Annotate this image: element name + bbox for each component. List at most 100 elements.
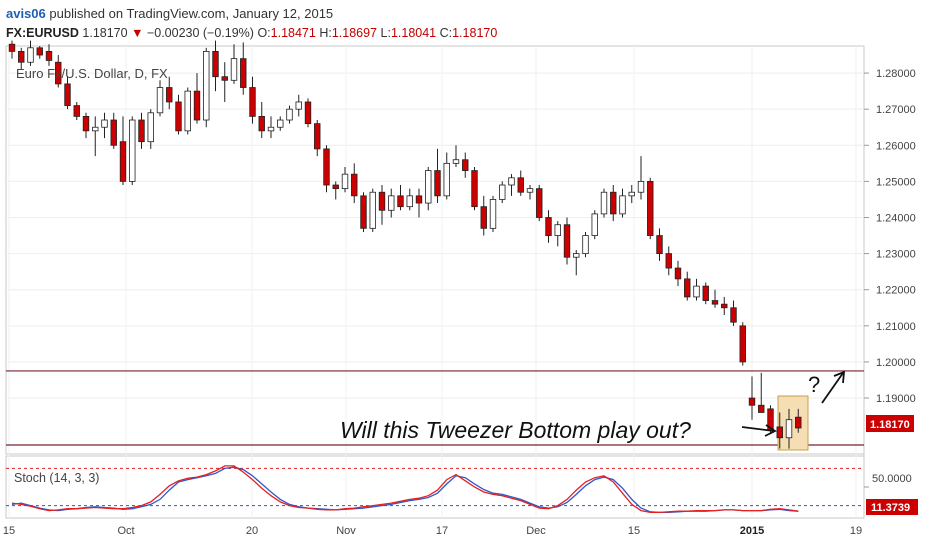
candle-body — [785, 419, 793, 439]
candle-body — [647, 180, 654, 236]
candle-body — [64, 83, 71, 106]
stoch-pane-title: Stoch (14, 3, 3) — [14, 471, 99, 485]
low-value: 1.18041 — [390, 26, 437, 40]
candle-body — [388, 195, 395, 211]
publish-header: avis06 published on TradingView.com, Jan… — [6, 6, 333, 21]
time-tick-label: Oct — [117, 525, 134, 537]
price-tick-label: 1.27000 — [876, 104, 916, 116]
candle-body — [82, 116, 90, 132]
candle-body — [8, 43, 16, 52]
close-label: C: — [439, 26, 453, 40]
candle-body — [332, 184, 339, 190]
candle-body — [758, 404, 765, 413]
candle-body — [739, 325, 746, 363]
time-tick-label: Nov — [336, 525, 356, 537]
candle-body — [434, 170, 441, 197]
candle-body — [554, 224, 561, 236]
annotation-text: Will this Tweezer Bottom play out? — [340, 417, 691, 443]
time-tick-label: 20 — [246, 525, 258, 537]
price-tick-label: 1.20000 — [876, 357, 916, 369]
author-link[interactable]: avis06 — [6, 6, 46, 21]
candle-body — [166, 87, 173, 103]
up-arrow — [821, 372, 844, 404]
annotation-arrow-head — [764, 424, 777, 437]
candle-body — [776, 426, 783, 439]
stoch-y-tick: 50.0000 — [872, 473, 912, 485]
open-value: 1.18471 — [270, 26, 316, 40]
candle-body — [591, 213, 598, 236]
candle-body — [600, 191, 608, 215]
candle-body — [73, 105, 80, 117]
time-tick-label: 17 — [436, 525, 448, 537]
candle-body — [369, 191, 376, 229]
candle-body — [721, 303, 728, 309]
candle-body — [563, 224, 571, 258]
horizontal-levels — [6, 370, 864, 446]
candle-body — [415, 195, 423, 204]
candle-body — [212, 51, 219, 78]
candle-body — [156, 87, 164, 114]
candle-body — [175, 101, 182, 132]
stoch-d-line — [11, 465, 799, 514]
candle-body — [684, 278, 691, 298]
price-tick-label: 1.25000 — [876, 176, 916, 188]
time-tick-label: Dec — [526, 525, 546, 537]
annotation-arrow — [741, 426, 775, 432]
candle-body — [462, 159, 469, 171]
publish-info: published on TradingView.com, January 12… — [45, 6, 334, 21]
last-price-tag — [866, 415, 914, 432]
candle-body — [249, 87, 256, 117]
symbol[interactable]: FX:EURUSD — [6, 26, 79, 40]
quote-header: FX:EURUSD 1.18170 ▼ −0.00230 (−0.19%) O:… — [6, 26, 497, 40]
candle-body — [55, 61, 62, 85]
candle-body — [573, 253, 580, 258]
candle-body — [517, 177, 524, 193]
price-tick-label: 1.19000 — [876, 393, 916, 405]
close-value: 1.18170 — [452, 26, 498, 40]
time-tick-label: 19 — [850, 525, 862, 537]
time-tick-label: 15 — [628, 525, 640, 537]
candle-body — [610, 191, 617, 215]
stoch-last-label: 11.3739 — [871, 502, 910, 514]
candle-body — [18, 51, 25, 63]
candle-body — [147, 112, 154, 143]
last-price-label: 1.18170 — [870, 419, 910, 431]
annotation-question: ? — [808, 372, 820, 397]
candle-body — [341, 173, 349, 190]
candle-body — [526, 188, 534, 193]
high-value: 1.18697 — [331, 26, 378, 40]
time-tick-label: 15 — [3, 525, 15, 537]
candle-body — [193, 90, 201, 121]
candle-body — [489, 199, 497, 229]
time-axis: 15 Oct 20 Nov 17 Dec 15 2015 19 — [3, 525, 862, 537]
candle-body — [110, 119, 117, 146]
time-tick-label: 2015 — [740, 525, 764, 537]
candle-body — [545, 217, 552, 236]
candle-body — [443, 162, 450, 197]
candle-body — [508, 177, 515, 186]
candle-body — [101, 119, 108, 128]
price-tick-label: 1.26000 — [876, 140, 916, 152]
price-tick-label: 1.24000 — [876, 213, 916, 225]
candle-body — [258, 116, 265, 132]
candle-body — [92, 126, 99, 132]
candle-body — [351, 173, 358, 197]
grid — [6, 46, 864, 518]
candle-body — [582, 235, 589, 255]
up-arrow-head — [833, 370, 846, 384]
price-tick-label: 1.23000 — [876, 249, 916, 261]
candle-body — [277, 119, 284, 128]
candle-body — [536, 188, 543, 218]
candle-body — [36, 47, 43, 56]
candle-body — [27, 47, 34, 63]
price-tick-label: 1.28000 — [876, 68, 916, 80]
candle-body — [138, 119, 145, 143]
candle-body — [267, 126, 275, 132]
candle-body — [619, 195, 626, 215]
candle-body — [637, 180, 645, 193]
candle-body — [702, 285, 709, 301]
candle-body — [406, 195, 413, 208]
candle-body — [452, 159, 460, 164]
last-price: 1.18170 — [82, 26, 128, 40]
